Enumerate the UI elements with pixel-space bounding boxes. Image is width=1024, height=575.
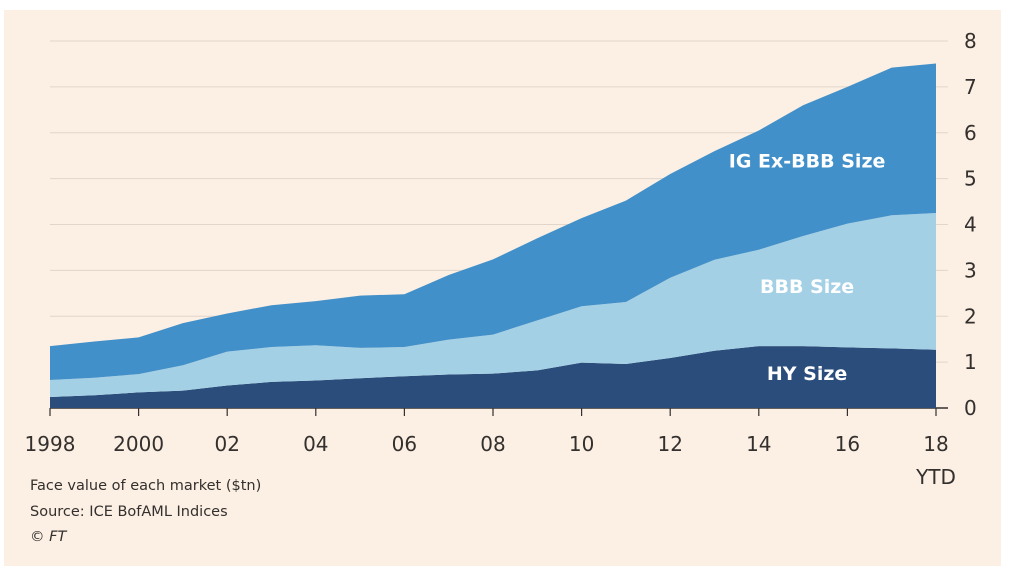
x-tick-label: 12	[657, 432, 682, 456]
y-tick-label: 4	[964, 213, 977, 237]
area-ig-ex-bbb-size	[50, 63, 936, 380]
series-labels: HY Size BBB Size IG Ex-BBB Size	[729, 151, 886, 385]
x-tick-label: 06	[392, 432, 417, 456]
x-tick-label: 08	[480, 432, 505, 456]
y-tick-label: 3	[964, 258, 977, 282]
x-tick-label: 04	[303, 432, 328, 456]
x-tick-label: 1998	[25, 432, 76, 456]
series-label-hy-size: HY Size	[767, 363, 847, 385]
x-tick-label: 16	[835, 432, 860, 456]
y-tick-label: 2	[964, 304, 977, 328]
area-series	[50, 63, 936, 408]
x-tick-label: 02	[214, 432, 239, 456]
chart-credit: © FT	[30, 529, 67, 545]
x-tick-label: 14	[746, 432, 771, 456]
y-tick-label: 0	[964, 396, 977, 420]
y-tick-label: 8	[964, 29, 977, 53]
y-tick-label: 6	[964, 121, 977, 145]
area-bbb-size	[50, 213, 936, 397]
chart-source: Source: ICE BofAML Indices	[30, 504, 228, 520]
area-hy-size	[50, 346, 936, 408]
x-tick-label: 10	[569, 432, 594, 456]
y-tick-label: 5	[964, 167, 977, 191]
chart-subtitle: Face value of each market ($tn)	[30, 478, 262, 494]
chart-panel: 0 1 2 3 4 5 6 7 8 1998 2000 02 04 06 08 10 12 14 16 18 YTD H…	[4, 10, 1001, 566]
series-label-bbb-size: BBB Size	[760, 276, 854, 298]
x-tick-label: 2000	[113, 432, 164, 456]
x-tick-label: 18	[923, 432, 948, 456]
y-tick-label: 7	[964, 75, 977, 99]
series-label-ig-ex-bbb-size: IG Ex-BBB Size	[729, 151, 886, 173]
x-sub-label: YTD	[915, 465, 956, 489]
y-tick-label: 1	[964, 350, 977, 374]
